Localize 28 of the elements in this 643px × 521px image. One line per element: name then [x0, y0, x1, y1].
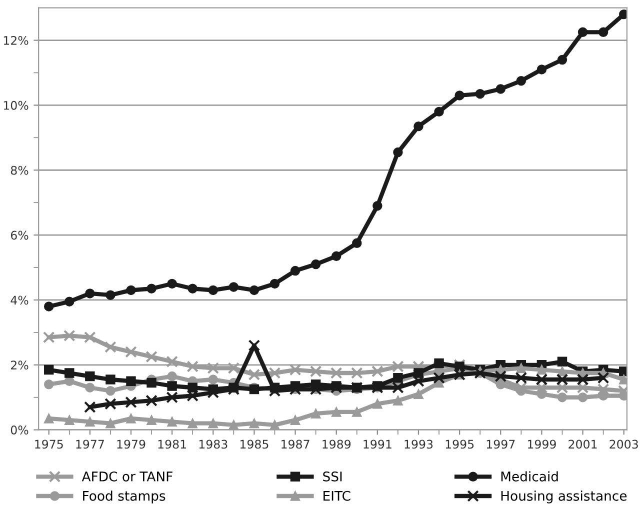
x-tick-label: 1979: [117, 440, 146, 449]
x-tick-label: 2001: [568, 440, 597, 449]
y-tick-label: 10%: [4, 100, 28, 110]
x-tick-label: 1985: [240, 440, 268, 449]
legend-label: Medicaid: [501, 471, 558, 482]
legend-label: SSI: [323, 471, 342, 482]
y-tick-label: 6%: [10, 230, 28, 240]
x-tick-label: 1993: [404, 440, 433, 449]
y-tick-label: 2%: [10, 360, 28, 370]
y-tick-label: 12%: [4, 36, 28, 45]
x-tick-label: 1999: [528, 440, 556, 449]
x-tick-label: 1977: [76, 440, 104, 449]
x-tick-label: 1989: [322, 440, 351, 449]
x-tick-label: 2003: [610, 440, 638, 449]
legend-label: Housing assistance: [501, 490, 627, 504]
y-tick-label: 0%: [10, 426, 28, 434]
legend-label: AFDC or TANF: [82, 471, 172, 482]
x-tick-label: 1975: [35, 440, 63, 449]
legend-label: Food stamps: [83, 490, 166, 504]
x-tick-label: 1991: [364, 440, 392, 449]
x-tick-label: 1997: [486, 440, 515, 449]
y-tick-label: 8%: [10, 166, 28, 175]
x-tick-label: 1983: [199, 440, 228, 449]
x-tick-label: 1987: [282, 440, 310, 449]
y-tick-label: 4%: [10, 296, 28, 305]
legend-label: EITC: [324, 490, 350, 501]
x-tick-label: 1995: [446, 440, 474, 449]
x-tick-label: 1981: [158, 440, 186, 449]
